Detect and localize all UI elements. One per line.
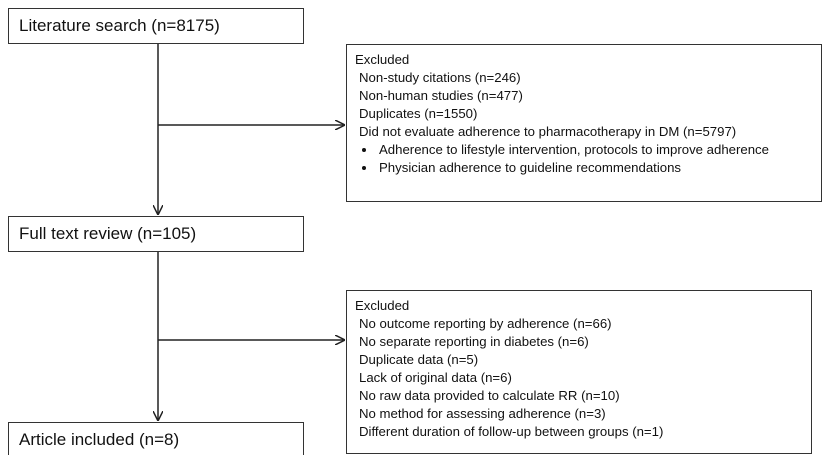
node-box: Full text review (n=105) [8, 216, 304, 252]
exclusion-item: Lack of original data (n=6) [359, 370, 512, 385]
exclusion-item: Non-human studies (n=477) [359, 88, 523, 103]
node-box: Literature search (n=8175) [8, 8, 304, 44]
exclusion-item: No method for assessing adherence (n=3) [359, 406, 606, 421]
exclusion-heading: Excluded [355, 298, 410, 313]
exclusion-box: Excluded No outcome reporting by adherenc… [346, 290, 812, 454]
exclusion-item: No separate reporting in diabetes (n=6) [359, 334, 589, 349]
exclusion-item: Duplicates (n=1550) [359, 106, 478, 121]
exclusion-item: Duplicate data (n=5) [359, 352, 479, 367]
bullet-item: Adherence to lifestyle intervention, pro… [377, 141, 813, 159]
exclusion-item: No outcome reporting by adherence (n=66) [359, 316, 612, 331]
exclusion-heading: Excluded [355, 52, 410, 67]
exclusion-item: Non-study citations (n=246) [359, 70, 521, 85]
exclusion-item: Did not evaluate adherence to pharmacoth… [359, 124, 737, 139]
exclusion-item: Different duration of follow-up between … [359, 424, 664, 439]
bullet-list: Adherence to lifestyle intervention, pro… [355, 141, 813, 177]
exclusion-box: Excluded Non-study citations (n=246) Non-h… [346, 44, 822, 202]
exclusion-item: No raw data provided to calculate RR (n=… [359, 388, 620, 403]
node-box: Article included (n=8) [8, 422, 304, 455]
bullet-item: Physician adherence to guideline recomme… [377, 159, 813, 177]
